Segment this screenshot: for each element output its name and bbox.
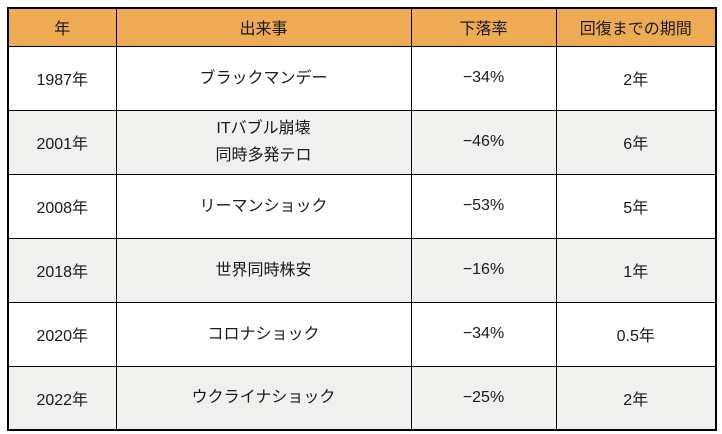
cell-year: 2001年 [7, 109, 117, 175]
cell-year: 2020年 [7, 301, 117, 367]
event-line-1: ウクライナショック [191, 389, 336, 407]
table-header: 年 出来事 下落率 回復までの期間 [7, 7, 717, 47]
event-line-1: ITバブル崩壊 [216, 120, 311, 137]
cell-decline: −16% [410, 237, 557, 303]
header-cell-event: 出来事 [115, 7, 412, 47]
event-line-1: コロナショック [207, 325, 320, 343]
table-row: 2001年 ITバブル崩壊 同時多発テロ −46% 6年 [7, 109, 717, 175]
table-row: 1987年 ブラックマンデー −34% 2年 [7, 45, 717, 111]
cell-year: 2022年 [7, 365, 117, 431]
cell-decline: −46% [410, 109, 557, 175]
cell-recovery: 5年 [555, 173, 717, 239]
table-row: 2008年 リーマンショック −53% 5年 [7, 173, 717, 239]
event-line-1: ブラックマンデー [199, 69, 328, 87]
event-line-2: 同時多発テロ [215, 147, 312, 164]
cell-decline: −25% [410, 365, 557, 431]
cell-year: 2008年 [7, 173, 117, 239]
event-line-1: リーマンショック [199, 197, 328, 215]
cell-year: 2018年 [7, 237, 117, 303]
cell-event: リーマンショック [115, 173, 412, 239]
header-cell-recovery: 回復までの期間 [555, 7, 717, 47]
table-row: 2020年 コロナショック −34% 0.5年 [7, 301, 717, 367]
header-cell-year: 年 [7, 7, 117, 47]
cell-event: ブラックマンデー [115, 45, 412, 111]
cell-event: ウクライナショック [115, 365, 412, 431]
header-row: 年 出来事 下落率 回復までの期間 [7, 7, 717, 47]
cell-decline: −34% [410, 45, 557, 111]
table-row: 2018年 世界同時株安 −16% 1年 [7, 237, 717, 303]
cell-event: コロナショック [115, 301, 412, 367]
cell-year: 1987年 [7, 45, 117, 111]
cell-decline: −53% [410, 173, 557, 239]
cell-recovery: 1年 [555, 237, 717, 303]
table-row: 2022年 ウクライナショック −25% 2年 [7, 365, 717, 431]
cell-recovery: 6年 [555, 109, 717, 175]
cell-event: 世界同時株安 [115, 237, 412, 303]
cell-recovery: 0.5年 [555, 301, 717, 367]
header-cell-decline: 下落率 [410, 7, 557, 47]
table-body: 1987年 ブラックマンデー −34% 2年 2001年 ITバブル崩壊 同時多… [7, 45, 717, 431]
event-line-1: 世界同時株安 [215, 261, 312, 279]
cell-recovery: 2年 [555, 365, 717, 431]
cell-decline: −34% [410, 301, 557, 367]
cell-event: ITバブル崩壊 同時多発テロ [115, 109, 412, 175]
cell-recovery: 2年 [555, 45, 717, 111]
market-crash-table: 年 出来事 下落率 回復までの期間 1987年 ブラックマンデー −34% 2年… [7, 7, 717, 431]
